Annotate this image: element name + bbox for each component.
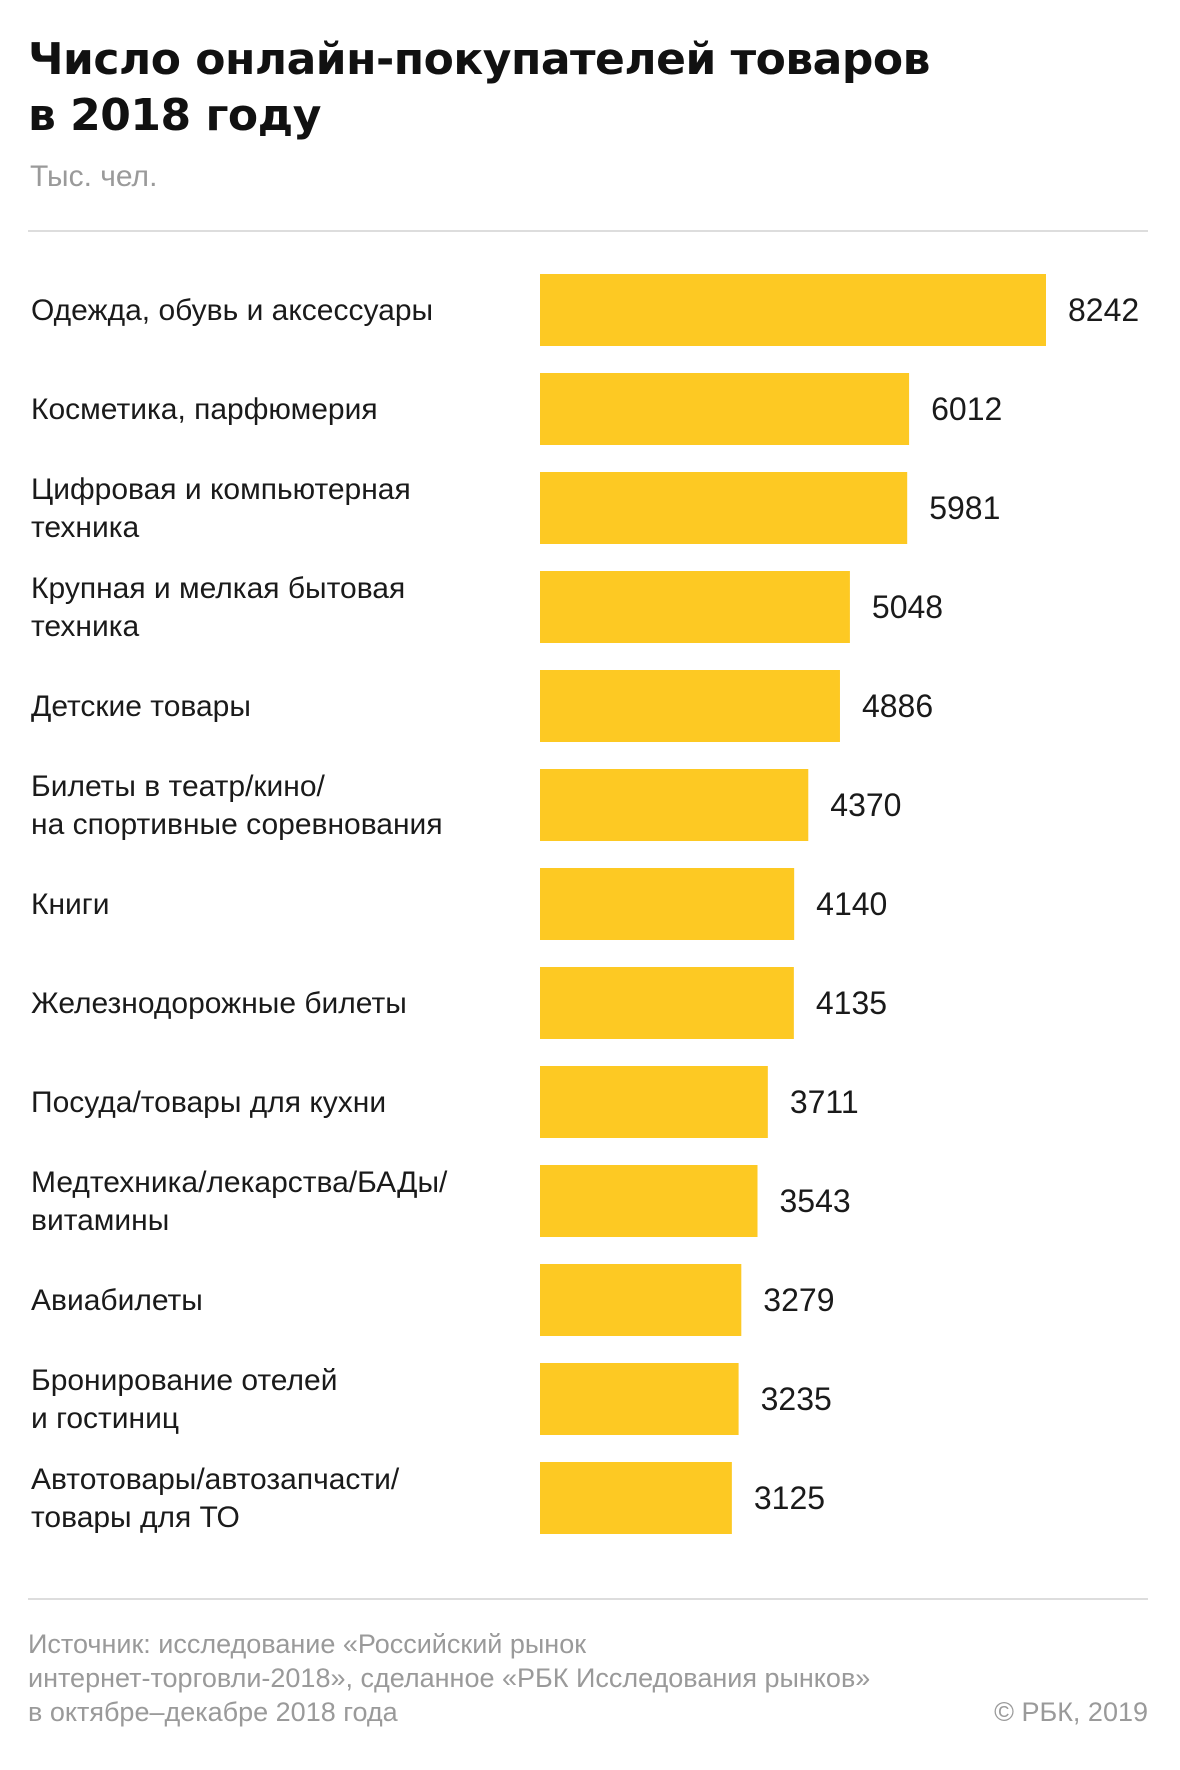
- value-label-5: 4886: [862, 688, 933, 724]
- bar-3: [540, 472, 908, 544]
- bar-9: [540, 1066, 768, 1138]
- category-label-4: Крупная и мелкая бытовая техника: [31, 572, 405, 643]
- chart-title-line-1: Число онлайн-покупателей товаров: [28, 34, 930, 85]
- category-label-7: Книги: [31, 888, 110, 921]
- value-label-7: 4140: [816, 886, 887, 922]
- chart-title: Число онлайн-покупателей товаров в 2018 …: [28, 32, 1128, 144]
- bar-10: [540, 1165, 758, 1237]
- unit-label: Тыс. чел.: [30, 160, 158, 193]
- source-line-2: интернет-торговли-2018», сделанное «РБК …: [28, 1663, 871, 1693]
- source-line-3: в октябре–декабре 2018 года: [28, 1697, 398, 1727]
- value-label-2: 6012: [931, 391, 1002, 427]
- category-label-5: Детские товары: [31, 690, 251, 723]
- bar-12: [540, 1363, 739, 1435]
- source-note: Источник: исследование «Российский рынок…: [28, 1627, 928, 1729]
- category-label-1: Одежда, обувь и аксессуары: [31, 294, 433, 327]
- value-label-3: 5981: [929, 490, 1000, 526]
- bottom-divider: [28, 1598, 1148, 1600]
- top-divider: [28, 230, 1148, 232]
- value-label-13: 3125: [754, 1480, 825, 1516]
- value-label-10: 3543: [780, 1183, 851, 1219]
- value-label-12: 3235: [761, 1381, 832, 1417]
- bar-13: [540, 1462, 732, 1534]
- bar-2: [540, 373, 910, 445]
- source-line-1: Источник: исследование «Российский рынок: [28, 1629, 587, 1659]
- category-label-8: Железнодорожные билеты: [31, 987, 407, 1020]
- bar-8: [540, 967, 794, 1039]
- value-label-11: 3279: [763, 1282, 834, 1318]
- bar-5: [540, 670, 840, 742]
- category-label-6: Билеты в театр/кино/на спортивные соревн…: [31, 770, 443, 841]
- value-label-1: 8242: [1068, 292, 1139, 328]
- bar-1: [540, 274, 1046, 346]
- copyright: © РБК, 2019: [994, 1697, 1148, 1727]
- category-label-9: Посуда/товары для кухни: [31, 1086, 386, 1119]
- bar-chart: 8242 Одежда, обувь и аксессуары 6012 Космет…: [31, 274, 1139, 1534]
- value-label-4: 5048: [872, 589, 943, 625]
- category-label-3: Цифровая и компьютерная техника: [31, 473, 411, 544]
- chart-title-line-2: в 2018 году: [28, 90, 321, 141]
- bar-7: [540, 868, 795, 940]
- value-label-9: 3711: [790, 1084, 859, 1120]
- category-label-13: Автотовары/автозапчасти/товары для ТО: [31, 1463, 400, 1534]
- bar-6: [540, 769, 809, 841]
- category-label-10: Медтехника/лекарства/БАДы/витамины: [31, 1166, 448, 1237]
- category-label-11: Авиабилеты: [31, 1284, 203, 1317]
- bar-4: [540, 571, 850, 643]
- value-label-8: 4135: [816, 985, 887, 1021]
- value-label-6: 4370: [830, 787, 901, 823]
- category-label-2: Косметика, парфюмерия: [31, 393, 378, 426]
- bar-11: [540, 1264, 742, 1336]
- category-label-12: Бронирование отелей и гостиниц: [31, 1364, 337, 1435]
